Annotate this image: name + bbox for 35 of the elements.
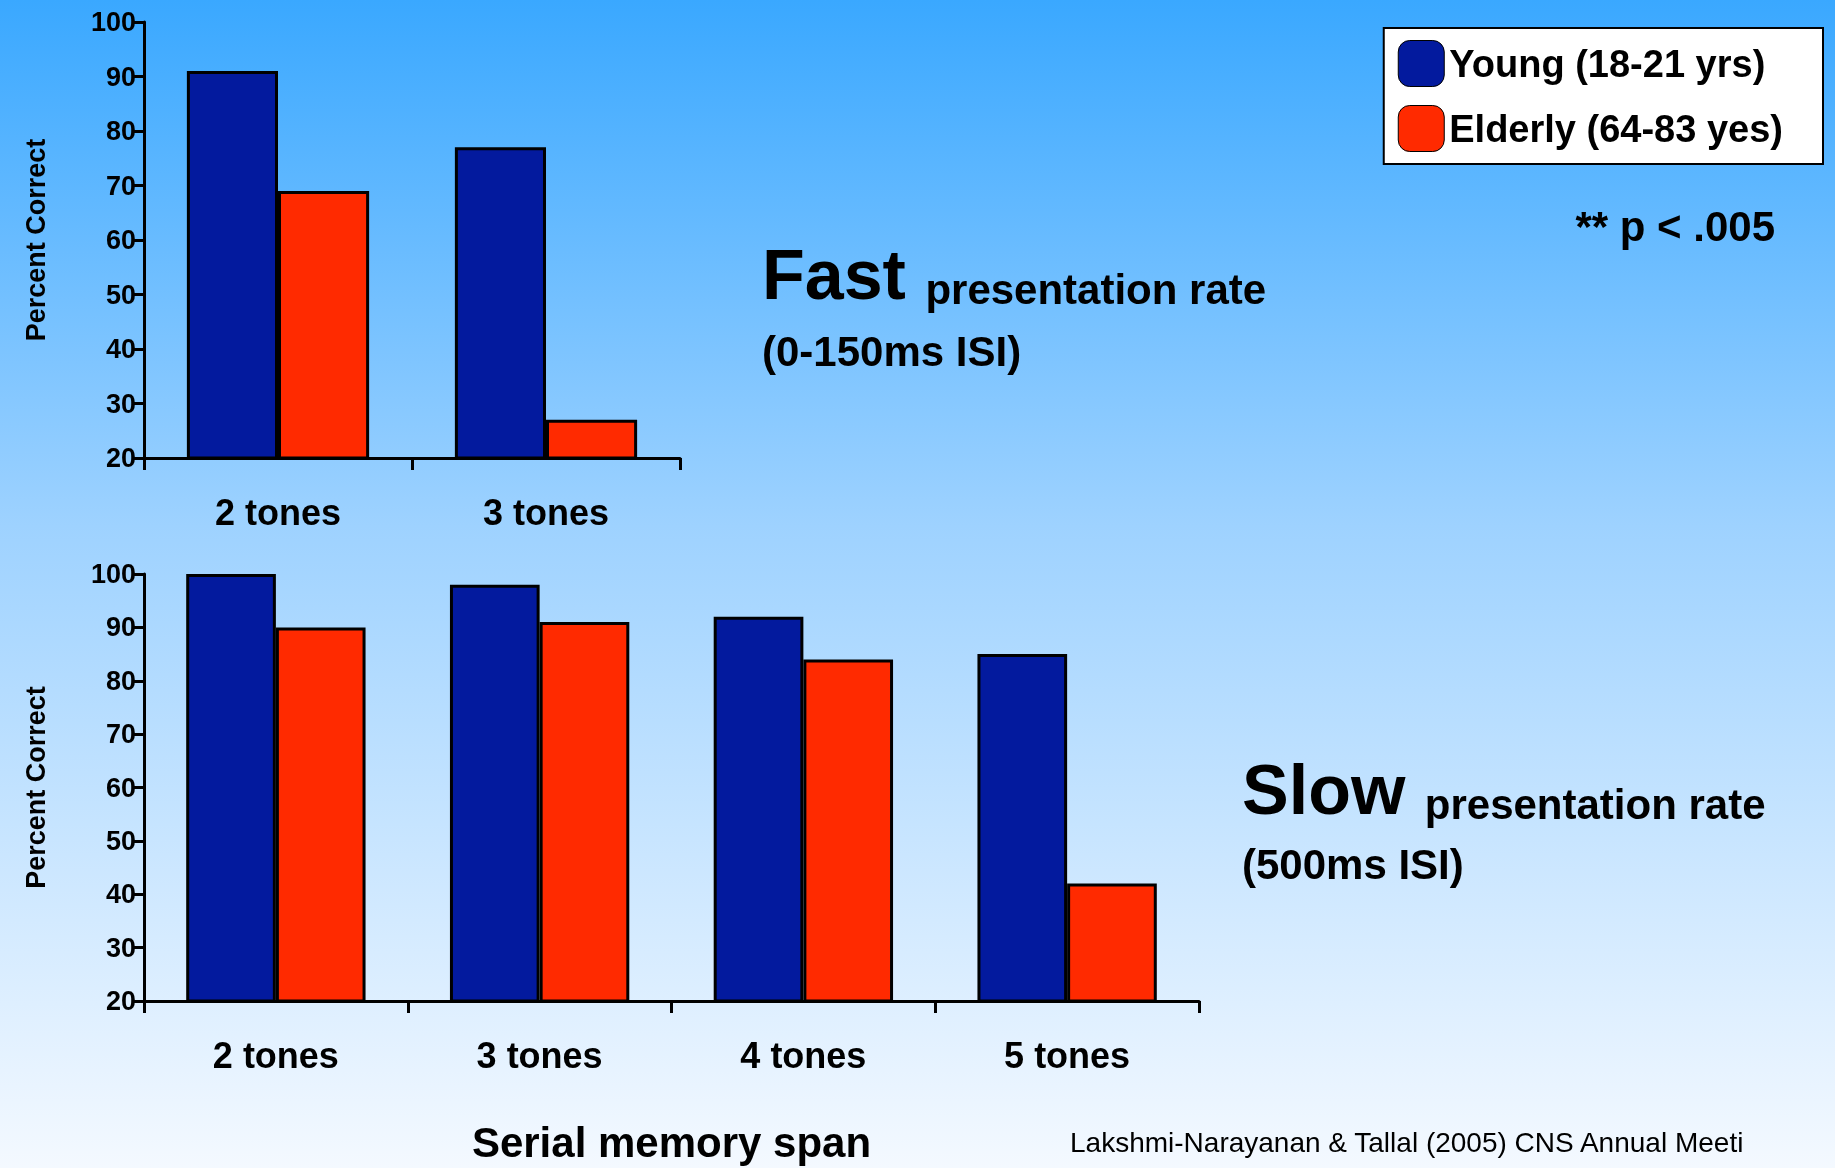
x-tick-label: 3 tones	[476, 1034, 603, 1076]
y-axis-title: Percent Correct	[20, 138, 51, 342]
y-tick-label: 80	[105, 665, 136, 696]
y-tick-label: 20	[105, 443, 136, 473]
y-tick-label: 70	[105, 719, 136, 750]
x-tick-label: 4 tones	[740, 1034, 867, 1076]
x-tick-label: 2 tones	[212, 1034, 339, 1076]
y-tick-label: 60	[105, 772, 136, 803]
y-tick-label: 50	[105, 825, 136, 856]
y-tick-label: 40	[105, 879, 136, 910]
text: (0-150ms ISI)	[762, 327, 1022, 375]
y-tick-label: 80	[105, 116, 136, 146]
y-axis-title: Percent Correct	[20, 686, 51, 889]
text: Slow presentation rate	[1242, 751, 1766, 829]
x-tick-label: 3 tones	[482, 491, 610, 533]
y-tick-label: 40	[105, 334, 136, 364]
legend-label: Elderly (64-83 yes)	[1449, 107, 1784, 150]
y-tick-label: 90	[105, 61, 136, 92]
legend-label: Young (18-21 yrs)	[1449, 42, 1766, 85]
y-tick-label: 100	[90, 7, 136, 37]
y-tick-label: 90	[105, 612, 136, 643]
text: (500ms ISI)	[1242, 840, 1464, 888]
y-tick-label: 30	[105, 932, 136, 963]
text: Lakshmi-Narayanan & Tallal (2005) CNS Annual Meeti	[1070, 1126, 1744, 1158]
y-tick-label: 100	[90, 559, 136, 589]
y-tick-label: 50	[105, 279, 136, 310]
y-tick-label: 20	[105, 986, 136, 1016]
x-axis-title: Serial memory span	[471, 1118, 872, 1166]
text: ** p < .005	[1575, 202, 1775, 250]
x-tick-label: 5 tones	[1004, 1034, 1131, 1076]
y-tick-label: 60	[105, 225, 136, 255]
text: Fast presentation rate	[762, 236, 1267, 314]
y-tick-label: 30	[105, 388, 136, 419]
y-tick-label: 70	[105, 170, 136, 201]
x-tick-label: 2 tones	[214, 491, 342, 533]
